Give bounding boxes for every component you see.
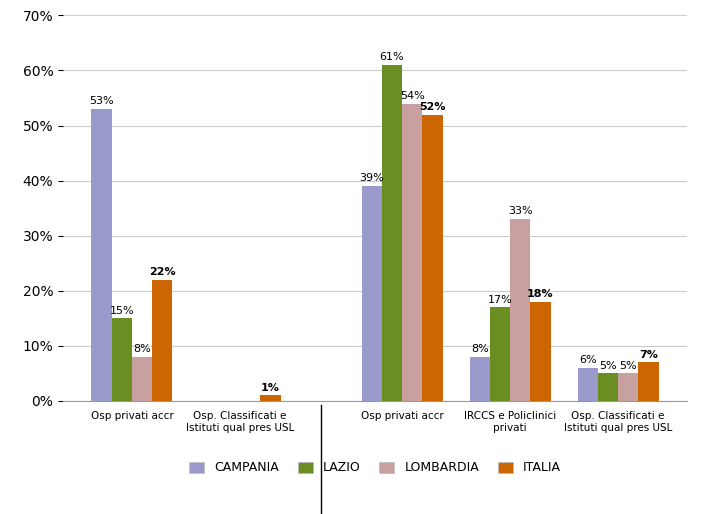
Text: 6%: 6%: [579, 355, 597, 365]
Text: 17%: 17%: [488, 295, 512, 304]
Bar: [618, 373, 639, 401]
Text: 53%: 53%: [89, 96, 114, 106]
Text: 22%: 22%: [149, 267, 176, 277]
Bar: [639, 362, 659, 401]
Bar: [422, 115, 442, 401]
Bar: [382, 65, 402, 401]
Text: 1%: 1%: [261, 382, 280, 393]
Bar: [578, 368, 598, 401]
Bar: [111, 318, 132, 401]
Text: 39%: 39%: [360, 173, 384, 183]
Text: 52%: 52%: [419, 102, 446, 112]
Bar: [132, 357, 152, 401]
Bar: [490, 307, 510, 401]
Bar: [152, 280, 172, 401]
Text: 15%: 15%: [109, 305, 134, 316]
Bar: [362, 186, 382, 401]
Text: 61%: 61%: [380, 52, 404, 62]
Text: 18%: 18%: [527, 289, 554, 299]
Text: 5%: 5%: [620, 361, 637, 371]
Text: 7%: 7%: [639, 350, 658, 360]
Bar: [598, 373, 618, 401]
Bar: [510, 219, 531, 401]
Text: 54%: 54%: [400, 91, 425, 101]
Text: 5%: 5%: [599, 361, 617, 371]
Text: 33%: 33%: [508, 207, 533, 216]
Bar: [531, 302, 550, 401]
Legend: CAMPANIA, LAZIO, LOMBARDIA, ITALIA: CAMPANIA, LAZIO, LOMBARDIA, ITALIA: [184, 456, 566, 480]
Bar: [91, 109, 111, 401]
Bar: [260, 395, 280, 401]
Text: 8%: 8%: [471, 344, 489, 354]
Bar: [402, 103, 422, 401]
Bar: [470, 357, 490, 401]
Text: 8%: 8%: [133, 344, 151, 354]
